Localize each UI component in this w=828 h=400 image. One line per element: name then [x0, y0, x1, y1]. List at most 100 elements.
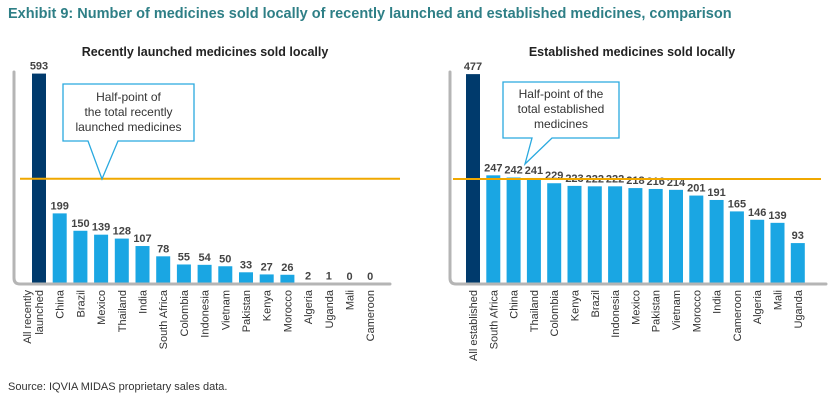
bar-morocco: [280, 274, 295, 284]
tick-label-line: Brazil: [75, 290, 87, 318]
value-label: 218: [626, 175, 644, 187]
bar-china: [52, 213, 67, 284]
value-label: 93: [792, 230, 804, 242]
value-label: 199: [51, 200, 69, 212]
tick-label-line: Mexico: [96, 290, 108, 325]
value-label: 146: [748, 207, 766, 219]
tick-label-line: South Africa: [158, 289, 170, 349]
value-label: 55: [178, 251, 190, 263]
tick-label: Algeria: [303, 289, 315, 324]
bar-algeria: [750, 219, 765, 284]
bar-indonesia: [197, 264, 212, 284]
tick-label: Mexico: [630, 290, 642, 325]
bar-thailand: [526, 177, 541, 284]
tick-label: All established: [468, 290, 480, 361]
tick-label: Uganda: [324, 289, 336, 328]
tick-label-line: China: [55, 289, 67, 319]
tick-label: South Africa: [158, 289, 170, 349]
value-label: 593: [30, 61, 48, 73]
bar-mexico: [94, 234, 109, 284]
bar-south-africa: [156, 256, 171, 284]
bar-south-africa: [486, 175, 501, 284]
value-label: 50: [219, 253, 231, 265]
value-label: 242: [504, 165, 522, 177]
source-note: Source: IQVIA MIDAS proprietary sales da…: [8, 381, 228, 393]
bar-kenya: [567, 185, 582, 284]
bar-colombia: [547, 183, 562, 284]
tick-label: Vietnam: [220, 290, 232, 330]
value-label: 165: [728, 198, 746, 210]
bar-brazil: [587, 186, 602, 284]
bar-indonesia: [608, 186, 623, 284]
value-label: 1: [326, 271, 332, 283]
tick-label: Kenya: [262, 289, 274, 321]
panel-title: Established medicines sold locally: [529, 45, 735, 59]
value-label: 2: [305, 270, 311, 282]
tick-label-line: All recently: [22, 290, 34, 344]
tick-label-line: Indonesia: [200, 289, 212, 338]
tick-label-line: Brazil: [590, 290, 602, 318]
tick-label-line: launched: [34, 290, 46, 335]
half-point-callout: [62, 83, 195, 181]
tick-label: China: [55, 289, 67, 319]
tick-label: India: [712, 289, 724, 314]
tick-label: Thailand: [117, 290, 129, 332]
tick-label: All recently launched: [22, 290, 46, 344]
tick-label-line: Indonesia: [610, 289, 622, 338]
tick-label: Indonesia: [610, 289, 622, 338]
callout-text: launched medicines: [75, 120, 181, 134]
bar-vietnam: [218, 266, 233, 284]
value-label: 139: [92, 222, 110, 234]
bar-cameroon: [729, 211, 744, 284]
tick-label-line: Colombia: [549, 289, 561, 336]
bar-brazil: [73, 230, 88, 284]
bar-china: [506, 177, 521, 284]
tick-label-line: Colombia: [179, 289, 191, 336]
value-label: 0: [346, 271, 352, 283]
tick-label-line: All established: [468, 290, 480, 361]
tick-label: Mexico: [96, 290, 108, 325]
tick-label-line: Vietnam: [220, 290, 232, 330]
tick-label-line: Pakistan: [241, 290, 253, 332]
callout-text: total established: [518, 102, 605, 116]
tick-label-line: India: [138, 289, 150, 314]
tick-label-line: Mali: [773, 290, 785, 310]
value-label: 229: [545, 170, 563, 182]
bar-colombia: [176, 264, 191, 284]
value-label: 201: [687, 183, 705, 195]
half-point-callout: [502, 81, 620, 167]
callout-text: the total recently: [84, 105, 172, 119]
bar-pakistan: [239, 272, 253, 284]
callout-text: Half-point of: [96, 90, 161, 104]
panel-title: Recently launched medicines sold locally: [82, 45, 329, 59]
bar-morocco: [689, 195, 704, 284]
bar-pakistan: [648, 188, 663, 284]
bar-mali: [770, 222, 785, 284]
tick-label: Cameroon: [365, 290, 377, 341]
tick-label-line: Morocco: [691, 290, 703, 332]
tick-label-line: Morocco: [282, 290, 294, 332]
value-label: 477: [464, 61, 482, 73]
tick-label: Vietnam: [671, 290, 683, 330]
tick-label: Thailand: [529, 290, 541, 332]
value-label: 139: [768, 210, 786, 222]
tick-label: Uganda: [793, 289, 805, 328]
exhibit-title: Exhibit 9: Number of medicines sold loca…: [8, 6, 732, 22]
tick-label: Mali: [773, 290, 785, 310]
value-label: 107: [133, 233, 151, 245]
callout-text: Half-point of the: [519, 87, 604, 101]
tick-label-line: Algeria: [752, 289, 764, 324]
value-label: 78: [157, 243, 169, 255]
tick-label-line: Uganda: [793, 289, 805, 328]
tick-label: Pakistan: [651, 290, 663, 332]
tick-label: India: [138, 289, 150, 314]
value-label: 128: [113, 226, 131, 238]
tick-label-line: Pakistan: [651, 290, 663, 332]
tick-label: Morocco: [282, 290, 294, 332]
value-label: 241: [525, 165, 543, 177]
tick-label-line: Algeria: [303, 289, 315, 324]
tick-label: Indonesia: [200, 289, 212, 338]
tick-label: China: [509, 289, 521, 319]
tick-label: Cameroon: [732, 290, 744, 341]
